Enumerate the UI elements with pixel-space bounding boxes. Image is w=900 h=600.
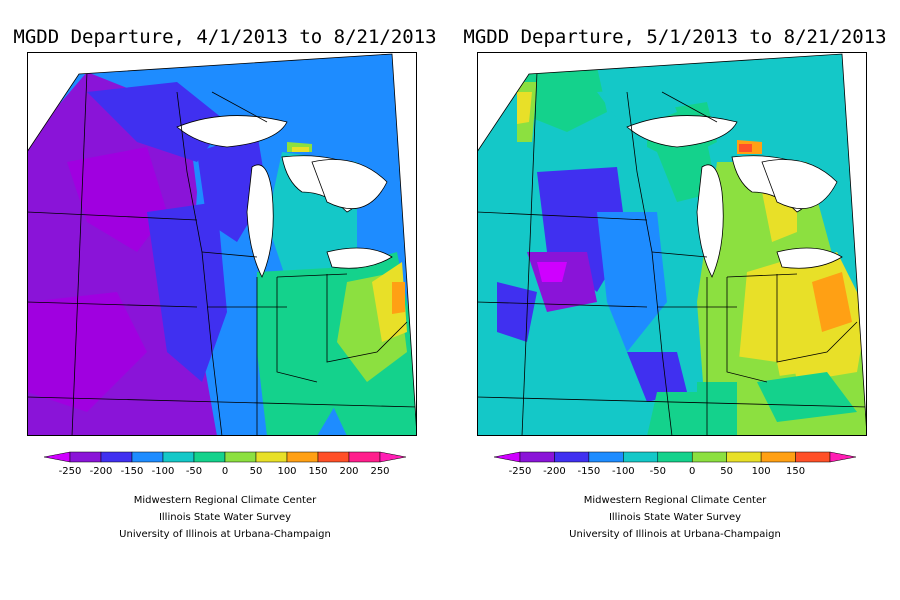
credit-line-3: University of Illinois at Urbana-Champai… (119, 529, 331, 540)
map-frame (27, 52, 417, 436)
credit-line-2: Illinois State Water Survey (158, 512, 292, 523)
colorbar-tick-label: 0 (689, 466, 695, 477)
credits: Midwestern Regional Climate Center Illin… (0, 492, 450, 543)
colorbar-swatch (726, 451, 762, 463)
colorbar-swatch (162, 451, 195, 463)
colorbar-tick-label: 0 (222, 466, 228, 477)
colorbar: -250 -200 -150 -100 -50 0 50 100 150 (490, 450, 870, 480)
colorbar-tick-label: 150 (786, 466, 805, 477)
colorbar-swatch (348, 451, 381, 463)
departure-map (477, 52, 867, 436)
colorbar-swatch (100, 451, 133, 463)
colorbar-tick-label: -50 (650, 466, 666, 477)
colorbar-svg: -250 -200 -150 -100 -50 0 50 100 150 (493, 451, 857, 477)
colorbar-swatch (760, 451, 796, 463)
colorbar-swatch (657, 451, 693, 463)
credit-line-1: Midwestern Regional Climate Center (583, 495, 767, 506)
colorbar-tick-label: 50 (250, 466, 263, 477)
colorbar-swatch (691, 451, 727, 463)
colorbar-arrow-low (43, 451, 71, 463)
colorbar-swatch (224, 451, 257, 463)
map-title: MGDD Departure, 5/1/2013 to 8/21/2013 (463, 26, 887, 48)
colorbar-swatch (795, 451, 831, 463)
map-frame (477, 52, 867, 436)
map-panel-left: MGDD Departure, 4/1/2013 to 8/21/2013 (0, 26, 450, 543)
colorbar-tick-label: -250 (59, 466, 82, 477)
colorbar-tick-label: -100 (152, 466, 175, 477)
colorbar-tick-label: 200 (339, 466, 358, 477)
colorbar-swatch (623, 451, 659, 463)
colorbar-tick-label: 150 (308, 466, 327, 477)
credit-line-3: University of Illinois at Urbana-Champai… (569, 529, 781, 540)
colorbar-tick-label: -250 (509, 466, 532, 477)
map-panel-right: MGDD Departure, 5/1/2013 to 8/21/2013 (450, 0, 900, 600)
colorbar-swatch (317, 451, 350, 463)
colorbar-tick-label: -100 (612, 466, 635, 477)
colorbar-swatch (588, 451, 624, 463)
colorbar-swatch (554, 451, 590, 463)
colorbar-tick-label: -50 (186, 466, 202, 477)
colorbar-swatch (255, 451, 288, 463)
colorbar-arrow-high (829, 451, 857, 463)
colorbar-swatch (193, 451, 226, 463)
credit-line-2: Illinois State Water Survey (608, 512, 742, 523)
colorbar: -250 -200 -150 -100 -50 0 50 100 150 200 250 (40, 450, 420, 480)
colorbar-tick-label: 100 (752, 466, 771, 477)
credits: Midwestern Regional Climate Center Illin… (450, 492, 900, 543)
colorbar-tick-label: 100 (277, 466, 296, 477)
colorbar-arrow-high (379, 451, 407, 463)
colorbar-tick-label: -150 (578, 466, 601, 477)
colorbar-swatch (286, 451, 319, 463)
map-title: MGDD Departure, 4/1/2013 to 8/21/2013 (13, 26, 437, 48)
colorbar-swatch (131, 451, 164, 463)
colorbar-tick-label: -200 (543, 466, 566, 477)
colorbar-tick-label: -200 (90, 466, 113, 477)
colorbar-arrow-low (493, 451, 521, 463)
colorbar-tick-label: 50 (720, 466, 733, 477)
credit-line-1: Midwestern Regional Climate Center (133, 495, 317, 506)
colorbar-tick-label: -150 (121, 466, 144, 477)
departure-map (27, 52, 417, 436)
colorbar-swatch (519, 451, 555, 463)
colorbar-swatch (69, 451, 102, 463)
colorbar-svg: -250 -200 -150 -100 -50 0 50 100 150 200 250 (43, 451, 407, 477)
colorbar-tick-label: 250 (370, 466, 389, 477)
